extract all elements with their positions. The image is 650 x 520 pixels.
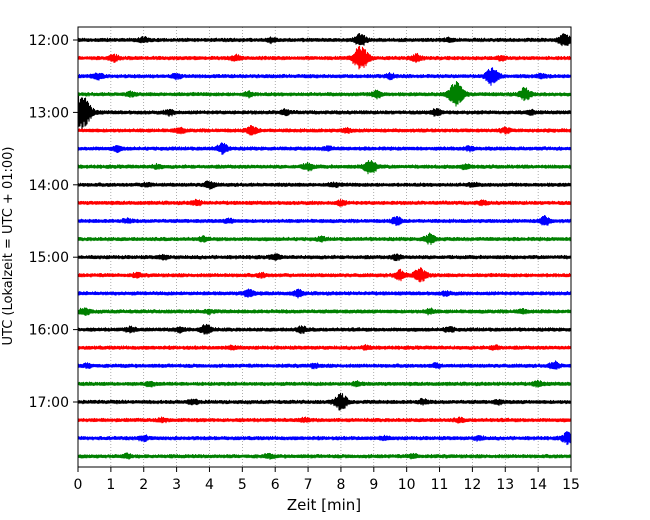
- trace-1315: [77, 125, 572, 136]
- x-tick-label: 2: [139, 477, 148, 493]
- y-tick-label: 14:00: [29, 178, 69, 194]
- x-tick-label: 7: [304, 477, 313, 493]
- plot-frame: [77, 26, 572, 468]
- trace-1215: [77, 45, 572, 70]
- trace-1400: [77, 180, 572, 190]
- trace-1415: [77, 198, 572, 208]
- x-tick-label: 15: [562, 477, 580, 493]
- trace-1200: [77, 33, 572, 47]
- x-tick-label: 14: [529, 477, 547, 493]
- trace-1715: [77, 416, 572, 424]
- trace-1230: [77, 67, 572, 86]
- x-tick-label: 5: [238, 477, 247, 493]
- trace-1645: [77, 379, 572, 388]
- trace-1245: [77, 81, 572, 107]
- y-tick-label: 17:00: [29, 395, 69, 411]
- trace-1730: [77, 431, 572, 446]
- x-axis-ticks: 0 1 2 3 4 5 6 7 8 9 10 11 12 13 14 15: [74, 467, 580, 493]
- trace-1345: [77, 159, 572, 175]
- x-axis-label: Zeit [min]: [287, 496, 361, 514]
- trace-1515: [77, 267, 572, 283]
- trace-group: [77, 33, 572, 460]
- x-tick-label: 9: [369, 477, 378, 493]
- x-tick-label: 3: [172, 477, 181, 493]
- x-tick-label: 10: [398, 477, 416, 493]
- trace-1330: [77, 142, 572, 155]
- x-tick-label: 4: [205, 477, 214, 493]
- y-axis-label: UTC (Lokalzeit = UTC + 01:00): [1, 147, 16, 346]
- trace-1700: [77, 392, 572, 411]
- x-tick-label: 6: [271, 477, 280, 493]
- y-tick-label: 13:00: [29, 105, 69, 121]
- x-tick-label: 0: [74, 477, 83, 493]
- trace-1430: [77, 214, 572, 227]
- trace-1300: [77, 95, 572, 130]
- y-tick-label: 15:00: [29, 250, 69, 266]
- trace-1600: [77, 323, 572, 335]
- trace-1545: [77, 307, 572, 316]
- x-tick-label: 11: [431, 477, 449, 493]
- trace-1630: [77, 360, 572, 370]
- trace-1500: [77, 253, 572, 262]
- x-tick-label: 8: [336, 477, 345, 493]
- y-tick-label: 16:00: [29, 323, 69, 339]
- trace-1445: [77, 232, 572, 245]
- x-tick-label: 1: [106, 477, 115, 493]
- trace-1745: [77, 452, 572, 460]
- trace-1615: [77, 343, 572, 351]
- y-axis-ticks: 12:00 13:00 14:00 15:00 16:00 17:00: [29, 33, 78, 411]
- trace-1530: [77, 288, 572, 299]
- y-tick-label: 12:00: [29, 33, 69, 49]
- x-tick-label: 12: [463, 477, 481, 493]
- x-tick-label: 13: [496, 477, 514, 493]
